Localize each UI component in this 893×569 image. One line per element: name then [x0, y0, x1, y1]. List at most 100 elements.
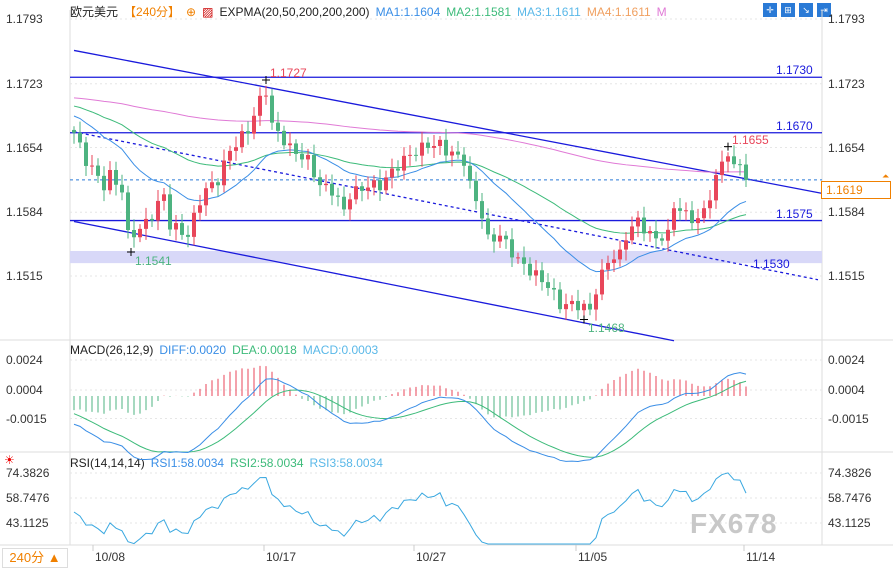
- candle-body: [450, 151, 454, 156]
- support-band: [70, 250, 822, 264]
- macd-name: MACD(26,12,9): [70, 343, 154, 357]
- ema200-line: [73, 97, 747, 173]
- indicator-icon[interactable]: ▨: [202, 4, 214, 19]
- candle-body: [540, 270, 544, 283]
- price-tick-left: 1.1793: [6, 12, 43, 26]
- candle-body: [420, 142, 424, 156]
- ma2-value: MA2:1.1581: [446, 4, 511, 19]
- price-tick-right: 1.1515: [828, 269, 865, 283]
- candle-body: [222, 160, 226, 186]
- candle-body: [114, 170, 118, 185]
- candle-body: [72, 129, 76, 133]
- candle-body: [660, 238, 664, 241]
- extreme-label: 1.1655: [732, 132, 769, 147]
- candle-body: [186, 234, 190, 237]
- extreme-label: 1.1468: [588, 321, 625, 336]
- candle-body: [384, 177, 388, 191]
- macd-dea: DEA:0.0018: [232, 343, 297, 357]
- indicator-name[interactable]: EXPMA(20,50,200,200,200): [219, 4, 370, 19]
- macd-tick-right: 0.0024: [828, 353, 865, 367]
- macd-tick-left: 0.0024: [6, 353, 43, 367]
- candle-body: [576, 300, 580, 311]
- chart-header: 欧元美元 【240分】 ⊕ ▨ EXPMA(20,50,200,200,200)…: [70, 3, 667, 20]
- candle-body: [90, 165, 94, 167]
- candle-body: [468, 165, 472, 181]
- cursor-tool-icon[interactable]: ↘: [799, 3, 813, 17]
- candle-body: [162, 194, 166, 201]
- scroll-up-icon[interactable]: ⏶: [882, 171, 890, 181]
- crosshair-icon[interactable]: ⊕: [186, 4, 197, 19]
- candle-body: [444, 139, 448, 156]
- candle-body: [150, 218, 154, 221]
- candle-body: [270, 95, 274, 123]
- trend-label: 1.1530: [753, 257, 790, 271]
- price-tick-right: 1.1723: [828, 76, 865, 91]
- candle-body: [702, 208, 706, 219]
- candle-body: [510, 239, 514, 258]
- extreme-marker: [262, 76, 270, 85]
- candle-body: [564, 304, 568, 310]
- crosshair-tool-icon[interactable]: ✛: [763, 3, 777, 17]
- settings-sun-icon[interactable]: ☀: [4, 453, 15, 467]
- rsi2-value: RSI2:58.0034: [230, 456, 304, 470]
- candle-body: [690, 210, 694, 224]
- candle-body: [666, 229, 670, 241]
- candle-body: [414, 154, 418, 156]
- macd-value: MACD:0.0003: [302, 343, 379, 357]
- candle-body: [684, 210, 688, 212]
- macd-diff-line: [73, 372, 747, 463]
- rsi-line: [73, 472, 747, 545]
- candle-body: [306, 154, 310, 160]
- candle-body: [582, 303, 586, 311]
- candle-body: [234, 147, 238, 151]
- price-tick-left: 1.1515: [6, 269, 43, 283]
- candle-body: [120, 184, 124, 193]
- candle-body: [264, 95, 268, 97]
- price-tick-left: 1.1584: [6, 205, 43, 220]
- candle-body: [708, 200, 712, 209]
- candle-body: [426, 142, 430, 148]
- current-price-tag: 1.1619: [821, 180, 891, 199]
- level-label: 1.1730: [776, 63, 813, 78]
- price-tick-right: 1.1584: [828, 205, 865, 220]
- dashed-trend-line: [73, 131, 819, 281]
- candle-body: [336, 195, 340, 197]
- zoom-tool-icon[interactable]: ⊞: [781, 3, 795, 17]
- rsi-tick-left: 74.3826: [6, 466, 50, 480]
- date-label: 10/27: [416, 550, 447, 564]
- candle-body: [78, 132, 82, 143]
- rsi-tick-right: 43.1125: [828, 516, 871, 530]
- candle-body: [198, 205, 202, 213]
- candle-body: [180, 223, 184, 235]
- candle-body: [612, 259, 616, 263]
- candle-body: [558, 289, 562, 310]
- candle-body: [378, 180, 382, 191]
- candle-body: [474, 180, 478, 202]
- exit-icon[interactable]: ⇥: [817, 3, 831, 17]
- ema50-line: [73, 105, 747, 234]
- candle-body: [126, 192, 130, 231]
- candle-body: [492, 234, 496, 242]
- rsi-tick-left: 43.1125: [6, 516, 49, 530]
- price-tick-right: 1.1654: [828, 140, 865, 155]
- period-button[interactable]: 240分 ▲: [2, 548, 68, 568]
- rsi-tick-right: 74.3826: [828, 466, 872, 480]
- candle-body: [354, 186, 358, 200]
- candle-body: [498, 235, 502, 242]
- candle-body: [252, 115, 256, 134]
- candle-body: [174, 223, 178, 230]
- candle-body: [300, 153, 304, 160]
- candle-body: [204, 188, 208, 206]
- price-tick-left: 1.1723: [6, 76, 43, 91]
- candle-body: [282, 130, 286, 146]
- candle-body: [408, 154, 412, 156]
- candle-body: [696, 218, 700, 224]
- rsi1-value: RSI1:58.0034: [150, 456, 225, 470]
- date-label: 10/17: [266, 550, 297, 564]
- macd-tick-left: -0.0015: [6, 411, 47, 426]
- watermark-logo: FX678: [690, 508, 778, 539]
- level-label: 1.1670: [776, 118, 813, 133]
- period-label[interactable]: 【240分】: [124, 5, 181, 19]
- candle-body: [528, 263, 532, 276]
